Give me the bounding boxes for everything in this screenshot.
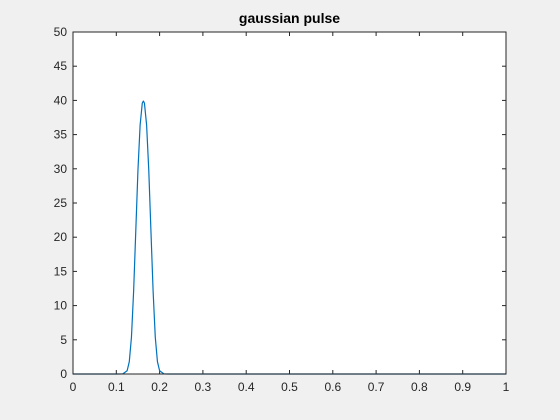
- x-tick-label: 0.7: [368, 380, 385, 394]
- x-tick-label: 0.9: [454, 380, 471, 394]
- y-tick-label: 10: [54, 299, 68, 313]
- x-tick-label: 0.4: [238, 380, 255, 394]
- y-tick-label: 20: [54, 230, 68, 244]
- y-tick-label: 50: [54, 25, 68, 39]
- y-tick-label: 5: [60, 333, 67, 347]
- x-tick-label: 0.8: [411, 380, 428, 394]
- plot-area: [73, 100, 506, 375]
- x-tick-label: 0.5: [281, 380, 298, 394]
- x-tick-label: 0.6: [324, 380, 341, 394]
- x-axis-ticks: 0 0.1 0.2 0.3 0.4 0.5 0.6 0.7 0.8 0.9 1: [70, 32, 510, 394]
- series-line: [73, 100, 506, 375]
- x-tick-label: 0.2: [151, 380, 168, 394]
- x-tick-label: 0.1: [108, 380, 125, 394]
- y-tick-label: 45: [54, 59, 68, 73]
- y-tick-label: 25: [54, 196, 68, 210]
- y-tick-label: 40: [54, 93, 68, 107]
- y-axis-ticks: 0 5 10 15 20 25 30 35 40 45 50: [54, 25, 506, 381]
- y-tick-label: 35: [54, 128, 68, 142]
- chart-title: gaussian pulse: [239, 10, 340, 26]
- y-tick-label: 0: [60, 367, 67, 381]
- axes-background: [73, 32, 506, 374]
- x-tick-label: 0.3: [195, 380, 212, 394]
- x-tick-label: 0: [70, 380, 77, 394]
- y-tick-label: 15: [54, 264, 68, 278]
- x-tick-label: 1: [503, 380, 510, 394]
- axes-box: [72, 31, 507, 375]
- y-tick-label: 30: [54, 162, 68, 176]
